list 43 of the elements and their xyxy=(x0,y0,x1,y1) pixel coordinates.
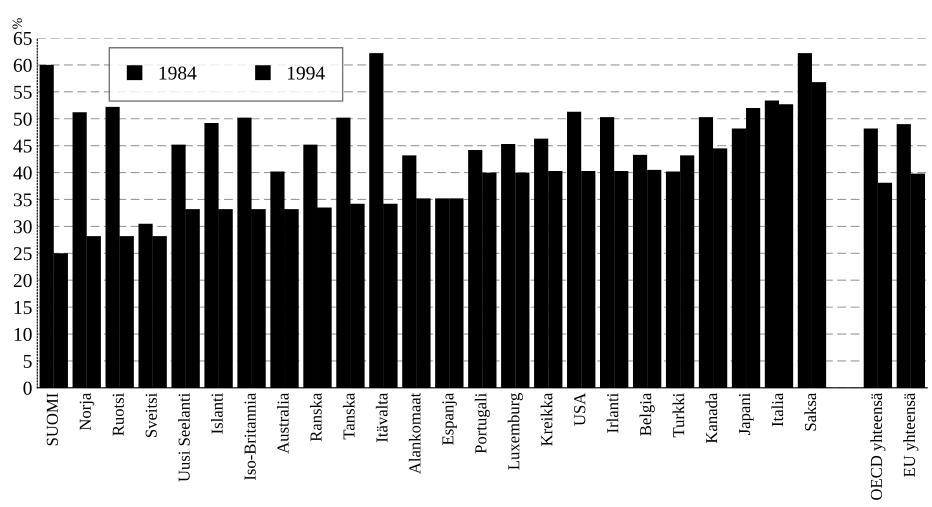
x-tick-label: Luxemburg xyxy=(508,393,523,470)
y-tick-label: 15 xyxy=(14,301,32,314)
y-tick-label: 65 xyxy=(14,32,32,45)
y-tick-label: 35 xyxy=(14,193,32,206)
x-tick-label: EU yhteensä xyxy=(903,392,918,477)
y-tick-label: 30 xyxy=(14,220,32,234)
y-tick-label: 40 xyxy=(13,166,32,180)
x-tick-label: Turkki xyxy=(672,393,684,438)
x-tick-label: Irlanti xyxy=(606,393,618,433)
x-tick-label: Belgia xyxy=(640,392,655,436)
legend-label: 1984 xyxy=(160,66,197,80)
x-tick-label: Espanja xyxy=(442,392,457,445)
y-tick-label: 45 xyxy=(13,140,32,153)
x-tick-label: Uusi Seelanti xyxy=(178,393,190,482)
y-tick-label: 0 xyxy=(23,382,32,395)
y-axis-title: % xyxy=(12,18,22,29)
x-tick-label: SUOMI xyxy=(46,393,58,446)
x-tick-label: Tanska xyxy=(342,392,355,440)
x-tick-label: Japani xyxy=(739,393,754,435)
x-tick-label: Ruotsi xyxy=(112,393,124,436)
y-tick-label: 60 xyxy=(14,58,32,72)
y-tick-label: 10 xyxy=(14,328,32,341)
x-tick-label: Saksa xyxy=(804,392,816,430)
x-tick-label: Sveitsi xyxy=(146,393,157,437)
x-tick-label: Ranska xyxy=(310,392,322,442)
x-tick-label: Portugali xyxy=(474,393,490,454)
x-tick-label: Kanada xyxy=(706,392,718,444)
y-tick-label: 5 xyxy=(24,354,32,368)
y-tick-label: 55 xyxy=(14,86,32,99)
y-tick-label: 50 xyxy=(14,112,32,126)
x-tick-label: Itävalta xyxy=(376,392,388,442)
x-tick-label: Kreikka xyxy=(540,392,552,446)
legend-label: 1994 xyxy=(288,66,325,80)
x-tick-label: Iso-Britannia xyxy=(244,392,256,480)
x-tick-label: USA xyxy=(574,392,586,426)
x-tick-label: Australia xyxy=(276,392,289,454)
x-tick-label: Italia xyxy=(771,392,784,426)
x-tick-label: Alankomaat xyxy=(408,392,421,474)
y-tick-label: 20 xyxy=(14,274,32,288)
y-tick-label: 25 xyxy=(14,247,32,260)
x-tick-label: OECD yhteensä xyxy=(870,392,886,500)
x-tick-label: Islanti xyxy=(211,393,223,434)
x-tick-label: Norja xyxy=(80,392,94,430)
